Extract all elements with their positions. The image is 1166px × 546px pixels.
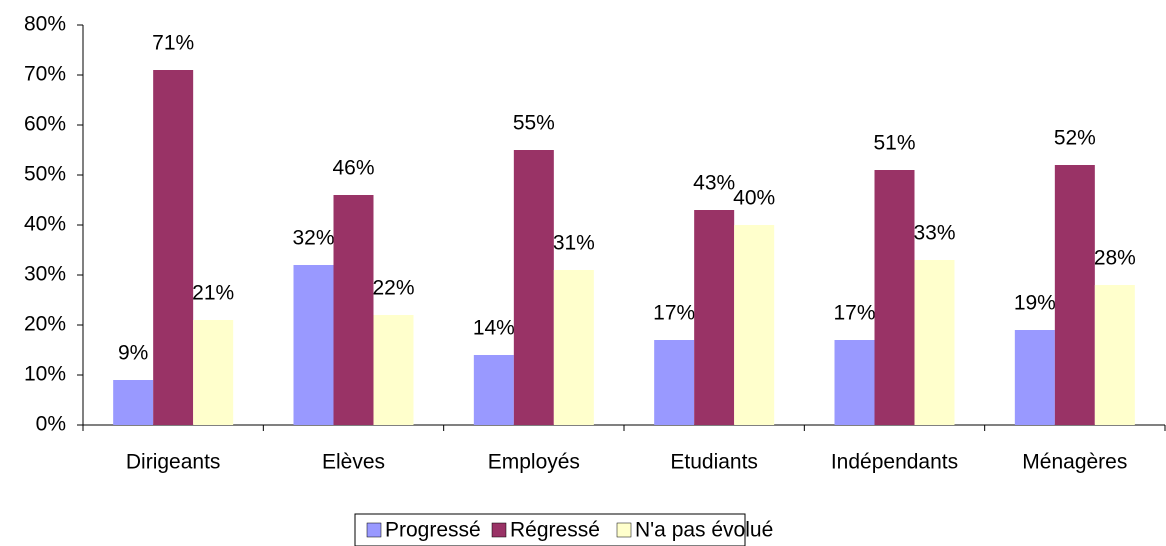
value-label: 51% [873,132,915,155]
bar [874,170,915,425]
y-tick-label: 40% [24,213,66,236]
bar [373,315,414,425]
value-label: 40% [733,187,775,210]
value-label: 22% [372,277,414,300]
bar [734,225,775,425]
bar [914,260,955,425]
bar [113,380,154,425]
x-tick-label: Ménagères [1022,451,1127,474]
bar [193,320,234,425]
x-tick-label: Etudiants [670,451,758,474]
x-tick-label: Indépendants [831,451,958,474]
bar [1054,165,1095,425]
y-tick-label: 60% [24,113,66,136]
bar [553,270,594,425]
value-label: 17% [653,302,695,325]
legend-swatch [616,522,632,538]
y-tick-label: 50% [24,163,66,186]
value-label: 46% [332,157,374,180]
bar [1094,285,1135,425]
legend-swatch [491,522,507,538]
y-tick-label: 10% [24,363,66,386]
value-label: 17% [833,302,875,325]
value-label: 52% [1054,127,1096,150]
x-tick-label: Employés [488,451,580,474]
x-tick-label: Dirigeants [126,451,221,474]
value-label: 33% [913,222,955,245]
value-label: 21% [192,282,234,305]
y-tick-label: 30% [24,263,66,286]
bar [1014,330,1055,425]
bar [153,70,194,425]
y-tick-label: 80% [24,13,66,36]
value-label: 71% [152,32,194,55]
value-label: 43% [693,172,735,195]
bar [473,355,514,425]
value-label: 55% [513,112,555,135]
value-label: 28% [1094,247,1136,270]
bar [694,210,735,425]
value-label: 31% [553,232,595,255]
value-label: 9% [118,342,148,365]
bar [834,340,875,425]
bar [513,150,554,425]
y-tick-label: 0% [36,413,66,436]
value-label: 14% [473,317,515,340]
legend-label: Régressé [510,519,600,542]
y-tick-label: 20% [24,313,66,336]
legend-swatch [366,522,382,538]
bar [293,265,334,425]
x-tick-label: Elèves [322,451,385,474]
legend-label: Progressé [385,519,481,542]
value-label: 32% [292,227,334,250]
legend-box [354,513,746,546]
bar [654,340,695,425]
y-tick-label: 70% [24,63,66,86]
value-label: 19% [1014,292,1056,315]
legend-label: N'a pas évolué [635,519,773,542]
bar [333,195,374,425]
